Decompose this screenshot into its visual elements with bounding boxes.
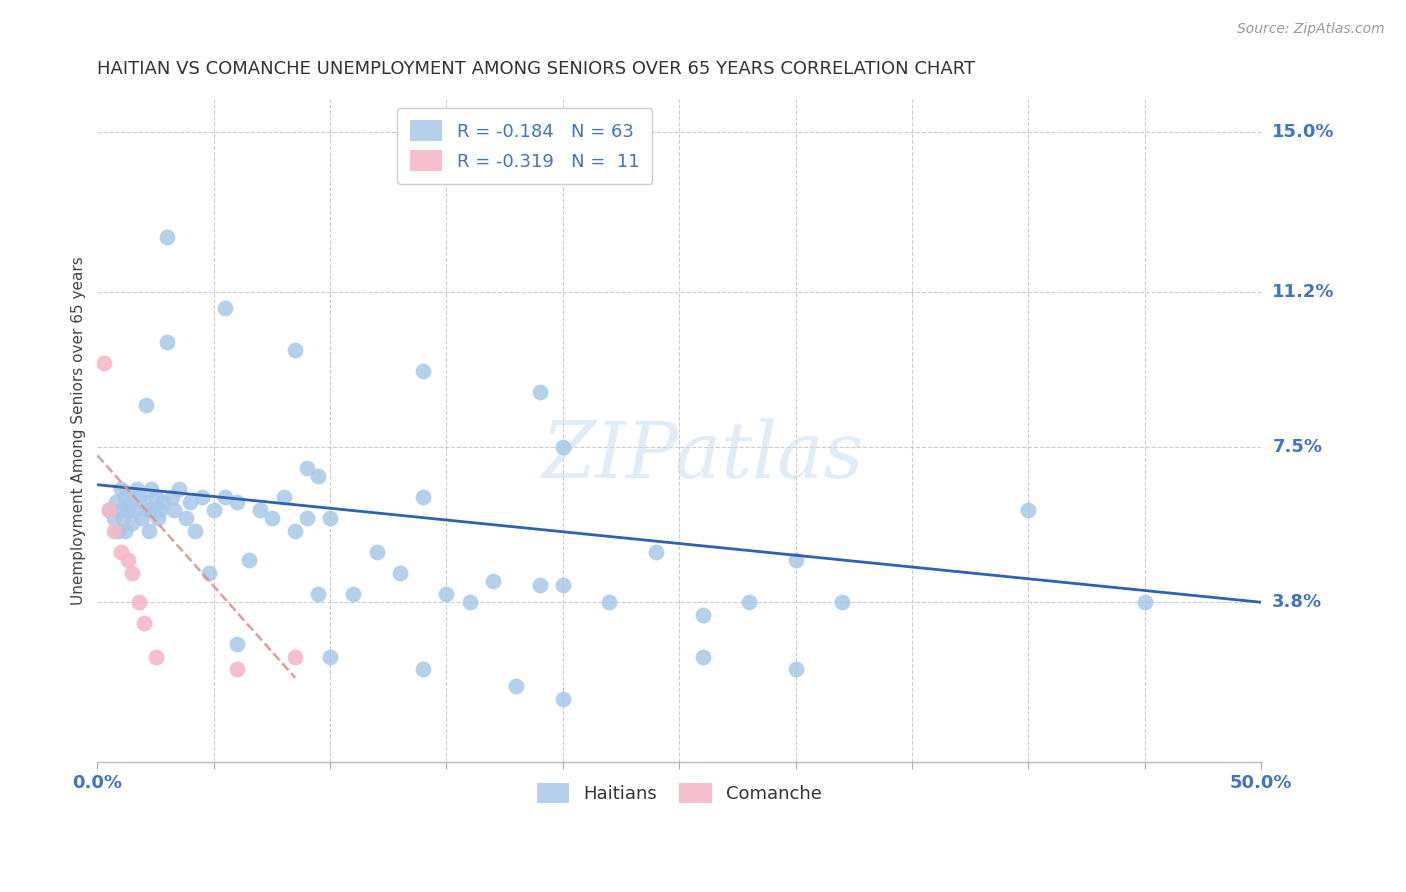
Point bbox=[319, 649, 342, 664]
Point bbox=[163, 503, 186, 517]
Point bbox=[785, 553, 807, 567]
Point bbox=[145, 491, 167, 505]
Point bbox=[103, 511, 125, 525]
Point bbox=[117, 553, 139, 567]
Point bbox=[128, 595, 150, 609]
Point bbox=[436, 587, 458, 601]
Point bbox=[121, 516, 143, 530]
Point bbox=[505, 679, 527, 693]
Point bbox=[156, 230, 179, 244]
Point bbox=[131, 511, 153, 525]
Point bbox=[412, 364, 434, 378]
Point bbox=[284, 343, 307, 358]
Point bbox=[529, 385, 551, 400]
Text: 15.0%: 15.0% bbox=[1272, 123, 1334, 141]
Point bbox=[1017, 503, 1039, 517]
Point bbox=[785, 662, 807, 676]
Point bbox=[458, 595, 481, 609]
Point bbox=[98, 503, 121, 517]
Text: ZIPatlas: ZIPatlas bbox=[541, 418, 863, 495]
Point bbox=[284, 649, 307, 664]
Legend: Haitians, Comanche: Haitians, Comanche bbox=[527, 773, 831, 813]
Point bbox=[103, 524, 125, 538]
Point bbox=[308, 587, 330, 601]
Point bbox=[110, 482, 132, 496]
Text: 7.5%: 7.5% bbox=[1272, 438, 1322, 456]
Point bbox=[125, 482, 148, 496]
Y-axis label: Unemployment Among Seniors over 65 years: Unemployment Among Seniors over 65 years bbox=[72, 256, 86, 605]
Point bbox=[226, 494, 249, 508]
Point bbox=[388, 566, 411, 580]
Point bbox=[132, 616, 155, 631]
Text: 3.8%: 3.8% bbox=[1272, 593, 1323, 611]
Point bbox=[645, 545, 668, 559]
Point bbox=[226, 637, 249, 651]
Point bbox=[260, 511, 283, 525]
Point bbox=[551, 691, 574, 706]
Point bbox=[111, 511, 134, 525]
Point bbox=[191, 491, 214, 505]
Point bbox=[142, 503, 165, 517]
Point bbox=[198, 566, 221, 580]
Point bbox=[214, 491, 236, 505]
Point bbox=[598, 595, 620, 609]
Point bbox=[124, 503, 146, 517]
Point bbox=[529, 578, 551, 592]
Point bbox=[110, 545, 132, 559]
Point bbox=[139, 482, 162, 496]
Point bbox=[692, 649, 714, 664]
Point bbox=[738, 595, 761, 609]
Point bbox=[308, 469, 330, 483]
Point bbox=[114, 491, 136, 505]
Point bbox=[118, 494, 141, 508]
Point bbox=[295, 511, 318, 525]
Point bbox=[366, 545, 388, 559]
Text: Source: ZipAtlas.com: Source: ZipAtlas.com bbox=[1237, 22, 1385, 37]
Point bbox=[145, 649, 167, 664]
Point bbox=[107, 524, 129, 538]
Point bbox=[249, 503, 271, 517]
Point bbox=[551, 440, 574, 454]
Point bbox=[149, 503, 172, 517]
Point bbox=[184, 524, 207, 538]
Point bbox=[98, 503, 121, 517]
Point bbox=[238, 553, 260, 567]
Point bbox=[138, 503, 160, 517]
Point bbox=[132, 494, 155, 508]
Point bbox=[121, 566, 143, 580]
Point bbox=[156, 334, 179, 349]
Point bbox=[295, 461, 318, 475]
Point bbox=[152, 494, 174, 508]
Point bbox=[114, 524, 136, 538]
Point bbox=[319, 511, 342, 525]
Point bbox=[412, 491, 434, 505]
Point bbox=[273, 491, 295, 505]
Point bbox=[692, 607, 714, 622]
Point bbox=[482, 574, 505, 589]
Point bbox=[202, 503, 225, 517]
Point bbox=[284, 524, 307, 538]
Point bbox=[135, 398, 157, 412]
Point bbox=[160, 491, 183, 505]
Point bbox=[146, 511, 169, 525]
Point bbox=[214, 301, 236, 316]
Text: 11.2%: 11.2% bbox=[1272, 283, 1334, 301]
Point bbox=[110, 503, 132, 517]
Point bbox=[167, 482, 190, 496]
Point bbox=[93, 356, 115, 370]
Point bbox=[117, 503, 139, 517]
Point bbox=[412, 662, 434, 676]
Point bbox=[179, 494, 201, 508]
Point bbox=[831, 595, 853, 609]
Point bbox=[1133, 595, 1156, 609]
Point bbox=[551, 578, 574, 592]
Point bbox=[226, 662, 249, 676]
Point bbox=[342, 587, 364, 601]
Point bbox=[128, 491, 150, 505]
Point bbox=[174, 511, 197, 525]
Point bbox=[104, 494, 127, 508]
Text: HAITIAN VS COMANCHE UNEMPLOYMENT AMONG SENIORS OVER 65 YEARS CORRELATION CHART: HAITIAN VS COMANCHE UNEMPLOYMENT AMONG S… bbox=[97, 60, 976, 78]
Point bbox=[138, 524, 160, 538]
